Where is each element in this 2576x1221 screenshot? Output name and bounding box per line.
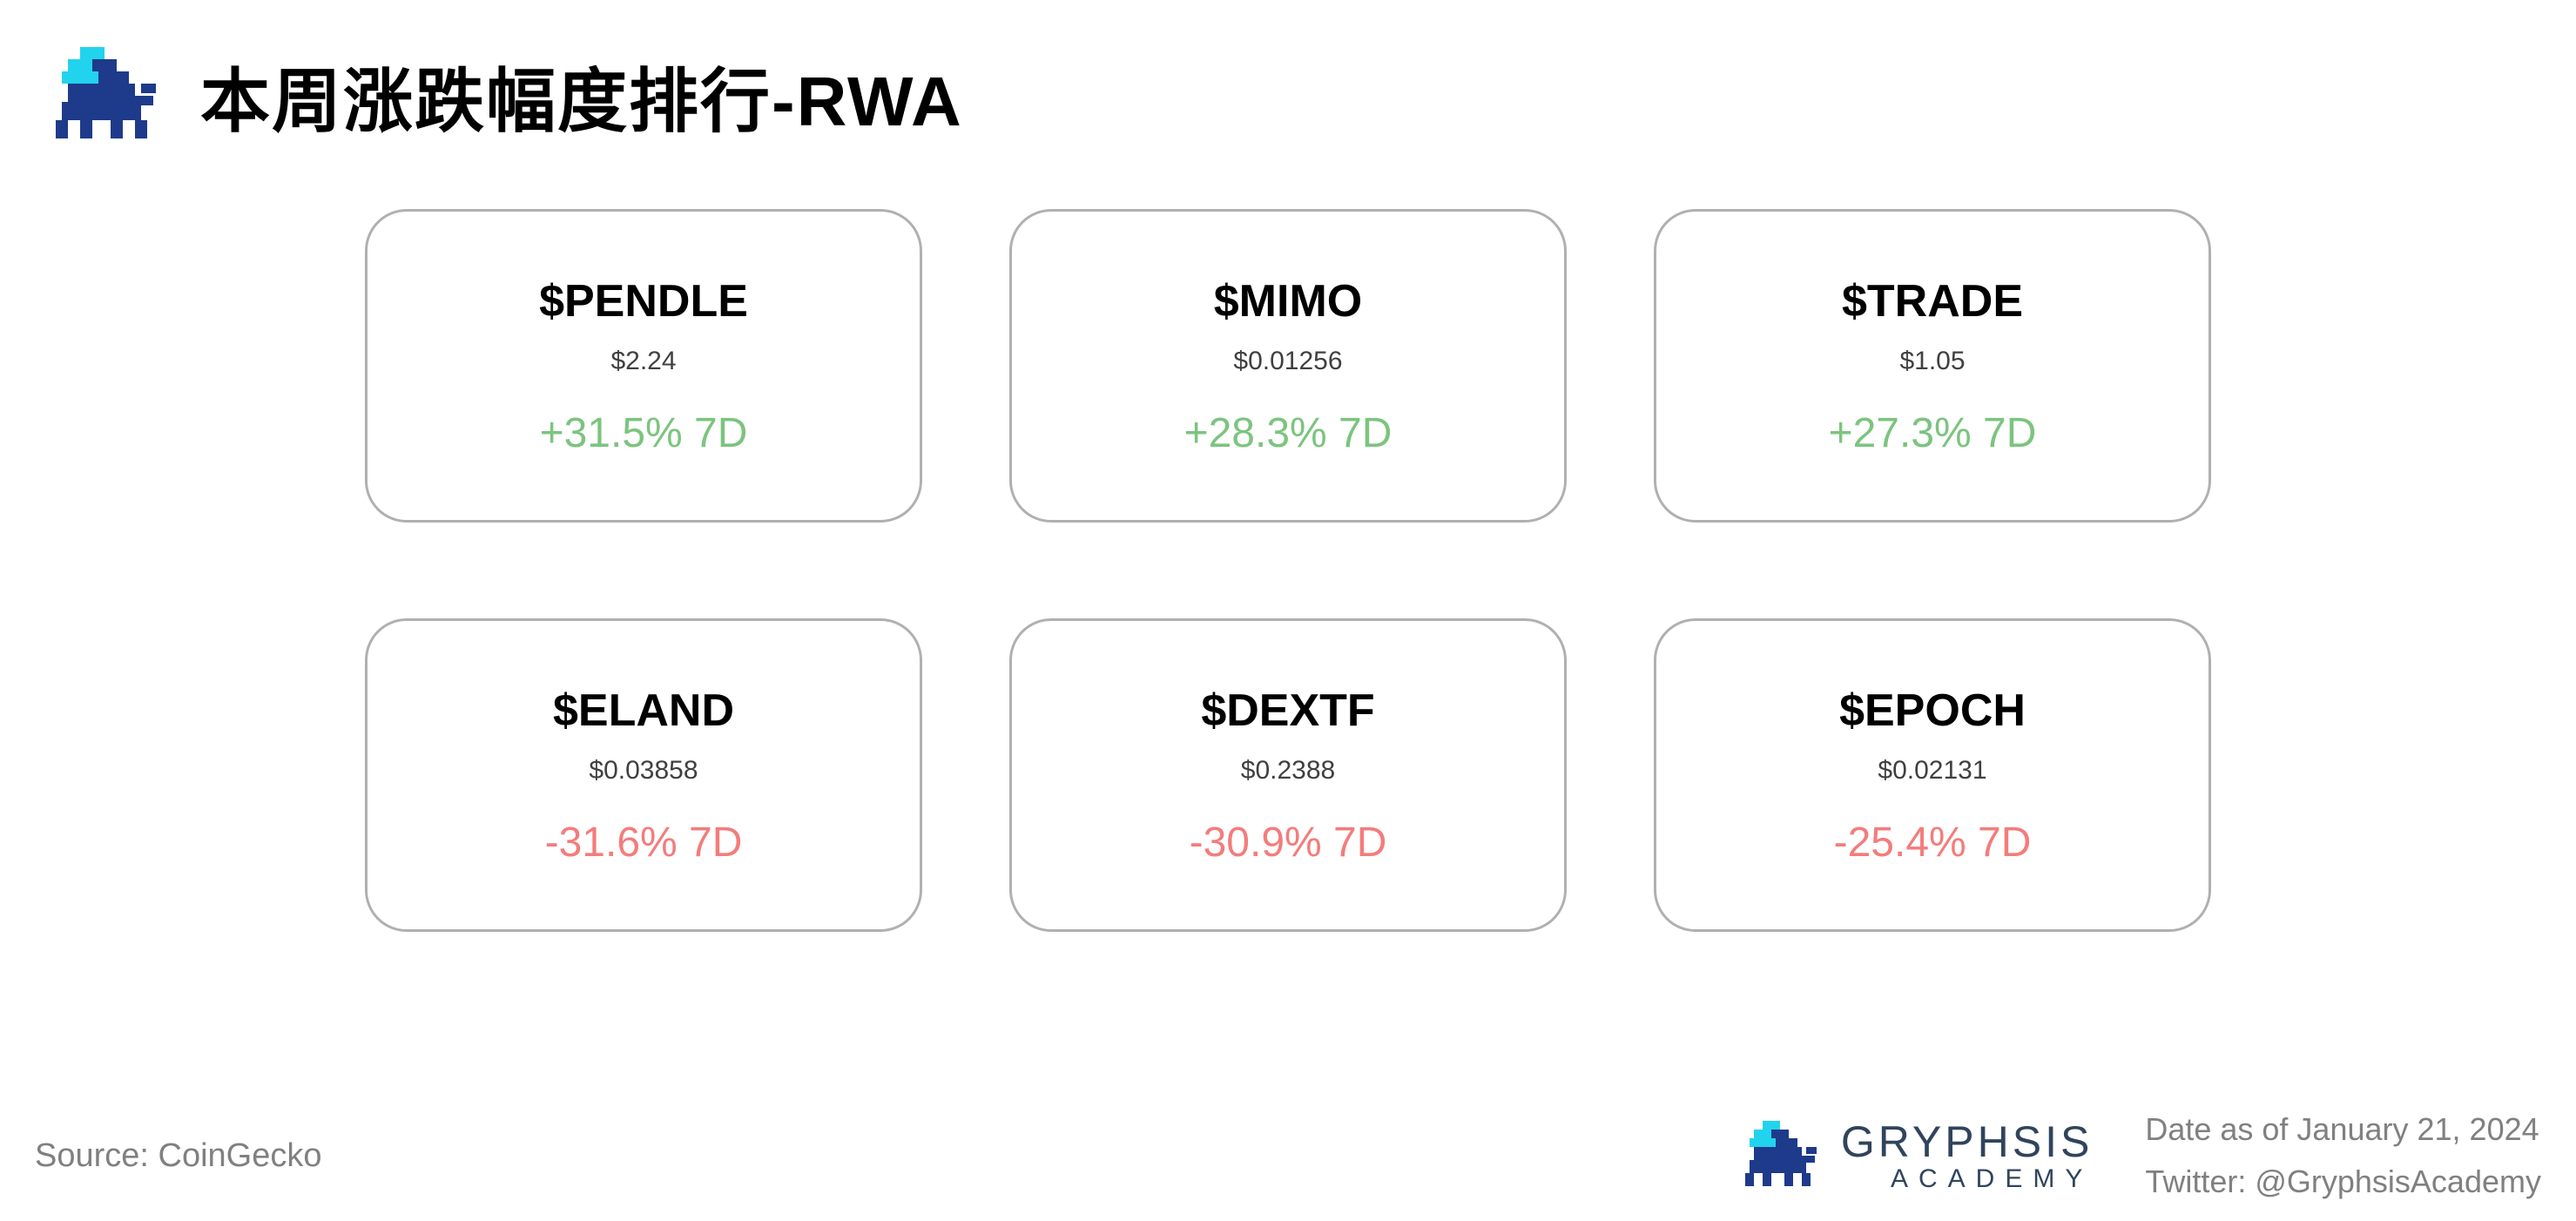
date-label: Date as of January 21, 2024 xyxy=(2145,1111,2541,1148)
price-label: $1.05 xyxy=(1899,347,1965,376)
ticker-label: $ELAND xyxy=(553,685,734,737)
change-label: -30.9% 7D xyxy=(1190,819,1387,867)
change-label: -31.6% 7D xyxy=(545,819,743,867)
price-label: $0.03858 xyxy=(589,756,698,786)
footer: Source: CoinGecko xyxy=(35,1111,2541,1200)
change-label: +27.3% 7D xyxy=(1829,409,2037,457)
page-title: 本周涨跌幅度排行-RWA xyxy=(200,45,963,146)
gryphsis-logo-icon xyxy=(44,35,165,157)
price-label: $0.02131 xyxy=(1878,756,1986,786)
change-label: -25.4% 7D xyxy=(1834,819,2032,867)
token-card: $ELAND $0.03858 -31.6% 7D xyxy=(365,618,922,932)
ticker-label: $PENDLE xyxy=(539,275,748,327)
price-label: $2.24 xyxy=(610,347,676,376)
meta-block: Date as of January 21, 2024 Twitter: @Gr… xyxy=(2145,1111,2541,1200)
token-card: $MIMO $0.01256 +28.3% 7D xyxy=(1009,209,1567,523)
ticker-label: $DEXTF xyxy=(1201,685,1374,737)
source-label: Source: CoinGecko xyxy=(35,1137,322,1175)
header: 本周涨跌幅度排行-RWA xyxy=(0,0,2576,174)
ticker-label: $MIMO xyxy=(1214,275,1362,327)
change-label: +31.5% 7D xyxy=(540,409,748,457)
token-card: $EPOCH $0.02131 -25.4% 7D xyxy=(1654,618,2211,932)
token-card: $TRADE $1.05 +27.3% 7D xyxy=(1654,209,2211,523)
brand-text: GRYPHSIS ACADEMY xyxy=(1841,1119,2094,1192)
price-label: $0.2388 xyxy=(1241,756,1335,786)
card-grid: $PENDLE $2.24 +31.5% 7D $MIMO $0.01256 +… xyxy=(0,209,2576,932)
ticker-label: $TRADE xyxy=(1842,275,2023,327)
token-card: $PENDLE $2.24 +31.5% 7D xyxy=(365,209,922,523)
ticker-label: $EPOCH xyxy=(1839,685,2026,737)
gryphsis-logo-icon xyxy=(1736,1112,1824,1199)
brand-sub-label: ACADEMY xyxy=(1891,1165,2093,1193)
twitter-label: Twitter: @GryphsisAcademy xyxy=(2145,1164,2541,1200)
brand-main-label: GRYPHSIS xyxy=(1841,1119,2094,1165)
footer-right: GRYPHSIS ACADEMY Date as of January 21, … xyxy=(1736,1111,2541,1200)
change-label: +28.3% 7D xyxy=(1184,409,1393,457)
price-label: $0.01256 xyxy=(1233,347,1342,376)
token-card: $DEXTF $0.2388 -30.9% 7D xyxy=(1009,618,1567,932)
brand-block: GRYPHSIS ACADEMY xyxy=(1736,1112,2094,1199)
